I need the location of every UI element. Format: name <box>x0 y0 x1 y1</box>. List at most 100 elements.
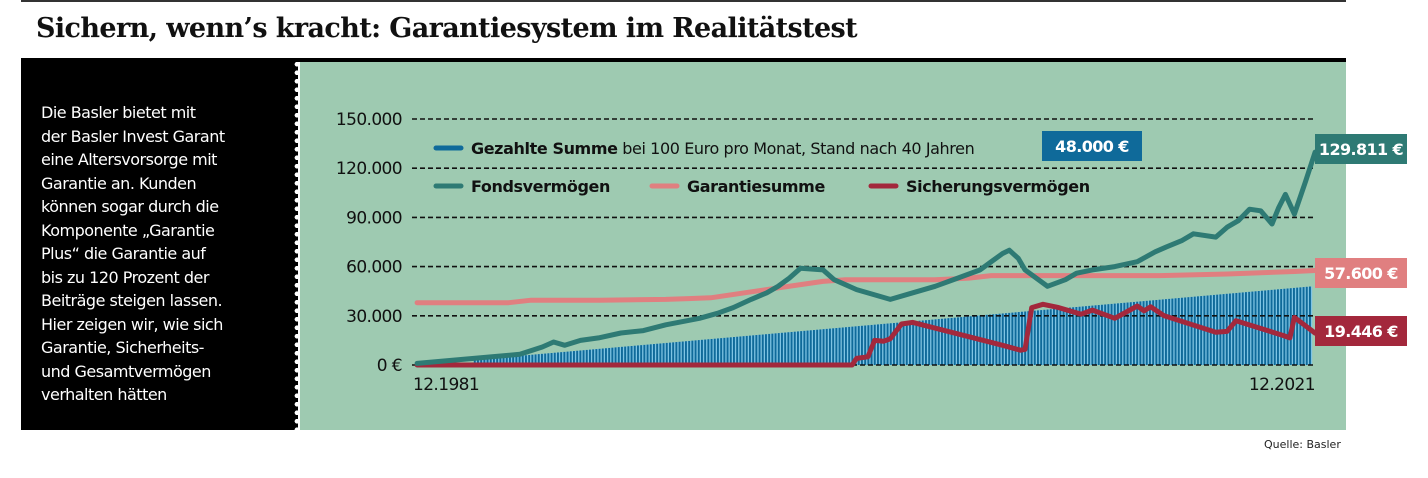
paid-bar <box>653 344 655 365</box>
top-rule <box>21 0 1346 2</box>
paid-bar <box>1017 312 1020 365</box>
paid-bar <box>777 333 780 365</box>
intro-line: Beiträge steigen lassen. <box>41 291 223 310</box>
paid-bar <box>790 331 793 365</box>
chart-title: Sichern, wenn’s kracht: Garantiesystem i… <box>36 13 858 44</box>
source-note: Quelle: Basler <box>1264 438 1341 451</box>
paid-bar <box>854 326 857 365</box>
intro-line: der Basler Invest Garant <box>41 126 225 146</box>
paid-bar <box>646 344 649 365</box>
paid-bar <box>528 354 531 365</box>
paid-bar <box>1283 288 1286 365</box>
paid-bar <box>1097 305 1100 365</box>
paid-bar <box>899 322 902 365</box>
paid-bar <box>576 350 579 365</box>
paid-bar <box>1120 303 1123 365</box>
fonds-end-label: 129.811 € <box>1319 140 1404 159</box>
paid-bar <box>829 328 831 365</box>
paid-bar <box>675 342 678 365</box>
paid-bar <box>806 330 809 365</box>
paid-bar <box>1037 310 1039 365</box>
paid-bar <box>541 353 543 365</box>
paid-bar <box>813 330 815 365</box>
header-bar <box>21 58 1346 62</box>
intro-line: und Gesamtvermögen <box>41 361 211 381</box>
paid-bar <box>1117 303 1119 365</box>
fonds-line <box>414 149 1318 366</box>
paid-bar <box>845 327 847 365</box>
paid-bar <box>473 359 476 365</box>
paid-bar <box>579 350 582 365</box>
gridlines <box>412 118 1315 366</box>
paid-bar <box>1248 291 1251 365</box>
paid-bar <box>1129 302 1132 365</box>
paid-bar <box>720 338 723 365</box>
paid-bar <box>704 339 707 365</box>
paid-bar <box>995 314 998 365</box>
sicherung-badge-bg <box>1315 316 1407 346</box>
paid-bar <box>1235 292 1238 365</box>
paid-bar <box>608 347 611 365</box>
paid-bar <box>752 335 755 365</box>
paid-bar <box>1011 312 1014 365</box>
paid-bar <box>621 346 623 365</box>
paid-bar <box>835 328 838 365</box>
paid-bar <box>1021 311 1023 365</box>
y-tick-label: 60.000 <box>346 258 402 278</box>
paid-bar <box>656 343 659 365</box>
paid-bar <box>1245 292 1247 365</box>
paid-bar <box>953 317 956 365</box>
paid-bar <box>768 333 771 365</box>
paid-bar <box>611 347 614 365</box>
paid-bar <box>1091 305 1094 365</box>
paid-bar <box>1197 296 1199 365</box>
paid-bar <box>1190 296 1193 365</box>
paid-bar <box>1005 313 1007 365</box>
x-tick-label: 12.1981 <box>413 375 479 395</box>
paid-bar <box>1088 305 1091 365</box>
paid-bar <box>605 348 607 365</box>
paid-bar <box>1110 303 1113 365</box>
legend-garantie: Garantiesumme <box>687 177 825 196</box>
paid-bar <box>1184 297 1187 365</box>
end-labels: 48.000 € 129.811 € 57.600 € 19.446 € <box>1042 131 1407 346</box>
paid-bar <box>1280 289 1283 365</box>
paid-bar <box>1161 299 1164 365</box>
paid-bar <box>1158 299 1161 365</box>
paid-bar <box>1193 296 1196 365</box>
paid-bar <box>1181 297 1183 365</box>
paid-bar <box>624 346 627 365</box>
paid-bar <box>825 328 828 365</box>
paid-bar <box>518 355 521 365</box>
paid-bar <box>822 329 825 365</box>
garantie-badge-bg <box>1315 258 1407 288</box>
paid-bar <box>723 337 726 365</box>
paid-bar <box>512 356 515 365</box>
paid-bar <box>573 351 575 365</box>
paid-bar <box>861 325 863 365</box>
paid-bar <box>630 345 633 365</box>
paid-bar <box>1277 289 1279 365</box>
paid-bar <box>832 328 835 365</box>
paid-bar <box>797 331 799 365</box>
paid-bar <box>739 336 742 365</box>
paid-bar <box>745 335 748 365</box>
paid-bar <box>1133 301 1135 365</box>
paid-bar <box>569 351 572 365</box>
legend-fonds: Fondsvermögen <box>471 177 610 196</box>
y-tick-label: 120.000 <box>336 159 402 179</box>
garantie-line <box>414 268 1318 306</box>
x-tick-labels: 12.1981 12.2021 <box>413 375 1316 395</box>
paid-bar <box>659 343 662 365</box>
paid-bar <box>877 324 879 365</box>
paid-bar <box>803 330 806 365</box>
series-lines <box>414 149 1318 368</box>
paid-bar <box>1145 300 1148 365</box>
paid-bar <box>477 359 479 365</box>
paid-bar <box>1309 286 1311 365</box>
fonds-badge-bg <box>1315 134 1407 164</box>
paid-bar <box>598 348 601 365</box>
paid-bar <box>537 354 540 365</box>
paid-bar <box>886 323 889 365</box>
paid-bar <box>1040 310 1043 365</box>
